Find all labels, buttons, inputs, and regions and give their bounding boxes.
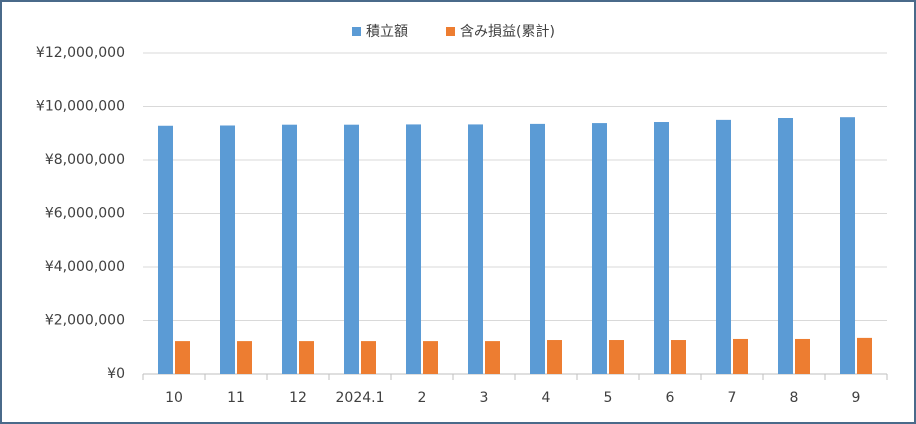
legend-swatch	[352, 27, 361, 36]
bar	[840, 117, 855, 374]
bar	[547, 340, 562, 374]
legend-label: 積立額	[366, 24, 408, 40]
x-tick-label: 5	[604, 390, 613, 406]
x-tick-label: 7	[728, 390, 737, 406]
y-tick-label: ¥0	[107, 366, 125, 382]
x-tick-label: 9	[852, 390, 861, 406]
y-tick-label: ¥10,000,000	[36, 99, 125, 115]
bar	[592, 123, 607, 375]
bar	[237, 341, 252, 374]
bar	[654, 122, 669, 374]
x-tick-label: 3	[480, 390, 489, 406]
bar	[361, 341, 376, 374]
bar	[158, 125, 173, 374]
bar	[778, 118, 793, 374]
bar	[485, 341, 500, 374]
x-tick-label: 10	[165, 390, 183, 406]
bar	[282, 124, 297, 374]
x-tick-label: 6	[666, 390, 675, 406]
x-tick-label: 2024.1	[336, 390, 385, 406]
y-tick-label: ¥8,000,000	[45, 152, 125, 168]
x-tick-label: 2	[418, 390, 427, 406]
bar	[406, 124, 421, 374]
bar	[344, 124, 359, 374]
legend-swatch	[446, 27, 455, 36]
y-tick-label: ¥6,000,000	[45, 206, 125, 222]
bar	[175, 341, 190, 374]
y-tick-label: ¥12,000,000	[36, 45, 125, 61]
bar	[733, 338, 748, 374]
bar	[423, 341, 438, 374]
y-tick-label: ¥4,000,000	[45, 259, 125, 275]
x-tick-label: 8	[790, 390, 799, 406]
x-tick-label: 11	[227, 390, 245, 406]
x-tick-label: 12	[289, 390, 307, 406]
bar	[671, 340, 686, 374]
bar	[795, 338, 810, 374]
bar	[609, 340, 624, 374]
bar	[530, 123, 545, 374]
bar	[220, 125, 235, 375]
x-tick-label: 4	[542, 390, 551, 406]
y-tick-label: ¥2,000,000	[45, 313, 125, 329]
bar	[716, 119, 731, 374]
legend-label: 含み損益(累計)	[460, 24, 555, 40]
bar	[299, 341, 314, 374]
bar	[468, 124, 483, 374]
bar	[857, 337, 872, 374]
